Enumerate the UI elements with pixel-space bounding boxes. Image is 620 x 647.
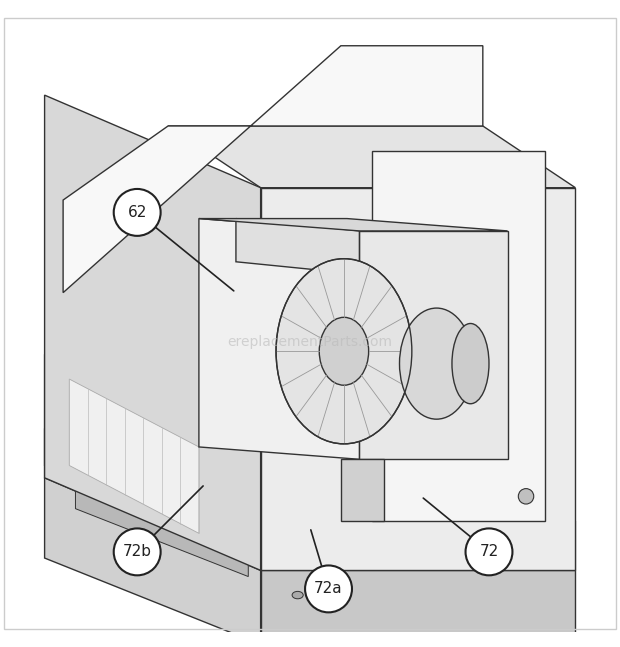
Circle shape [113,189,161,236]
Polygon shape [199,219,508,231]
Circle shape [305,565,352,612]
Ellipse shape [276,259,412,444]
Text: 72a: 72a [314,582,343,597]
Polygon shape [76,490,248,576]
Polygon shape [360,231,508,459]
Polygon shape [76,472,248,558]
Ellipse shape [518,488,534,504]
Polygon shape [341,459,384,521]
Polygon shape [236,219,360,274]
Circle shape [113,529,161,575]
Polygon shape [45,477,260,644]
Text: 62: 62 [128,205,147,220]
Polygon shape [69,379,199,533]
Polygon shape [260,571,575,644]
Polygon shape [45,428,575,571]
Polygon shape [199,219,360,459]
Text: 72b: 72b [123,544,152,560]
Circle shape [466,529,513,575]
Text: ereplacementParts.com: ereplacementParts.com [228,335,392,349]
Polygon shape [45,355,218,545]
Ellipse shape [292,591,303,598]
Ellipse shape [452,324,489,404]
Ellipse shape [431,345,436,351]
Ellipse shape [399,308,474,419]
Polygon shape [63,46,483,292]
Ellipse shape [431,321,436,326]
Polygon shape [168,126,575,188]
Ellipse shape [319,317,369,385]
Polygon shape [372,151,544,521]
Polygon shape [260,188,575,571]
Text: 72: 72 [479,544,498,560]
Polygon shape [45,95,260,571]
Ellipse shape [431,371,436,375]
Ellipse shape [317,591,328,598]
